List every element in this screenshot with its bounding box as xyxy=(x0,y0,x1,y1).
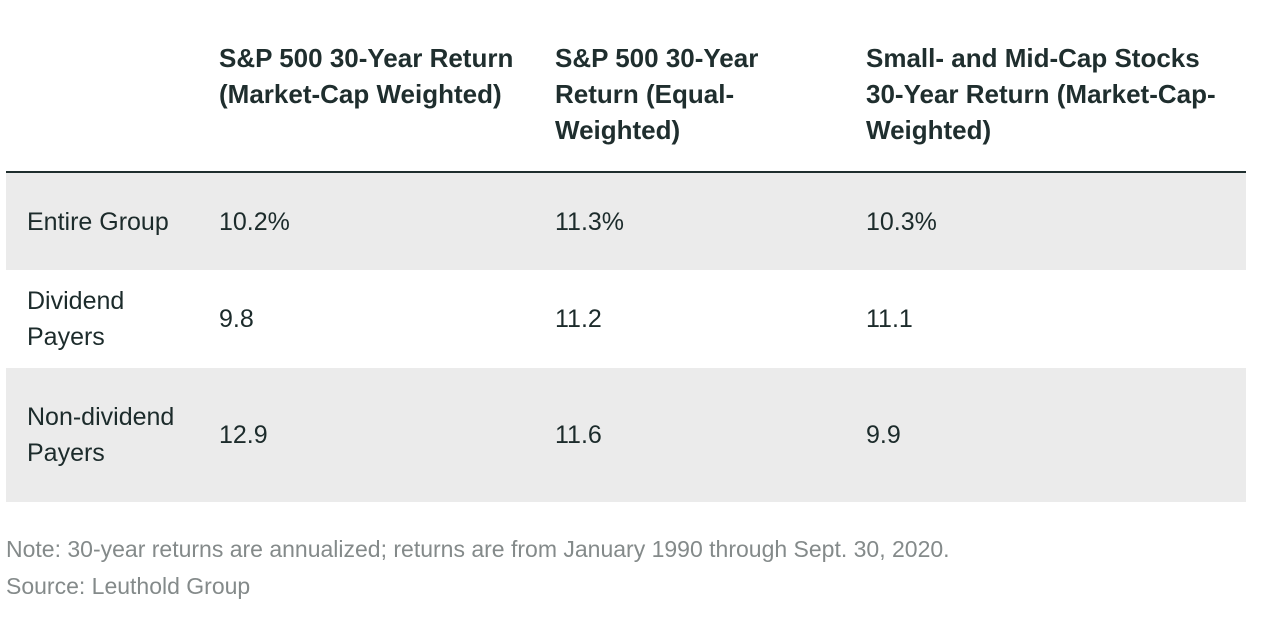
table-cell: 11.3% xyxy=(535,172,846,270)
table-row: Entire Group 10.2% 11.3% 10.3% xyxy=(6,172,1246,270)
table-row: Dividend Payers 9.8 11.2 11.1 xyxy=(6,270,1246,368)
row-label: Dividend Payers xyxy=(27,287,125,351)
returns-table-container: S&P 500 30-Year Return (Market-Cap Weigh… xyxy=(6,0,1246,502)
table-cell: 9.8 xyxy=(219,305,254,333)
header-sp500-market-cap: S&P 500 30-Year Return (Market-Cap Weigh… xyxy=(199,0,535,173)
table-cell: 10.3% xyxy=(846,172,1246,270)
table-cell: 11.6 xyxy=(535,368,846,502)
header-small-mid-cap: Small- and Mid-Cap Stocks 30-Year Return… xyxy=(846,0,1246,173)
row-label: Entire Group xyxy=(6,172,199,270)
footnote-note: Note: 30-year returns are annualized; re… xyxy=(6,536,950,562)
footnotes: Note: 30-year returns are annualized; re… xyxy=(6,531,950,605)
table-cell: 11.2 xyxy=(555,305,602,333)
table-cell: 11.1 xyxy=(866,305,913,333)
table-row: Non-dividend Payers 12.9 11.6 9.9 xyxy=(6,368,1246,502)
header-corner-cell xyxy=(6,0,199,173)
table-cell: 10.2% xyxy=(199,172,535,270)
returns-table: S&P 500 30-Year Return (Market-Cap Weigh… xyxy=(6,0,1246,502)
table-cell: 12.9 xyxy=(199,368,535,502)
row-label: Non-dividend Payers xyxy=(6,368,199,502)
table-header-row: S&P 500 30-Year Return (Market-Cap Weigh… xyxy=(6,0,1246,173)
table-cell: 9.9 xyxy=(846,368,1246,502)
header-sp500-equal-weighted: S&P 500 30-Year Return (Equal-Weighted) xyxy=(535,0,846,173)
footnote-source: Source: Leuthold Group xyxy=(6,573,251,599)
